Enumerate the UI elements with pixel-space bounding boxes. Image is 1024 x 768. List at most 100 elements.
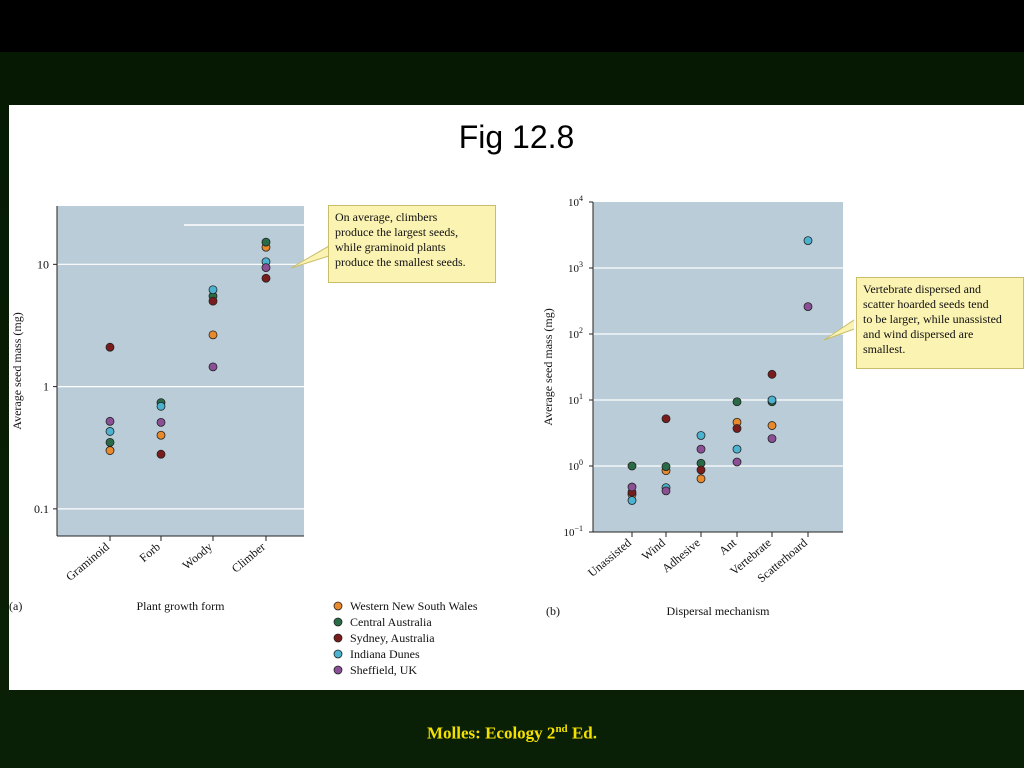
y-tick-label-base: 10 [568, 263, 580, 275]
data-point [767, 395, 777, 405]
x-tick-label: Ant [716, 535, 739, 558]
data-point [261, 263, 271, 273]
callout-line: Vertebrate dispersed and [863, 282, 981, 296]
y-tick-label-exponent: 0 [579, 458, 583, 467]
data-point [627, 482, 637, 492]
y-axis-label: Average seed mass (mg) [10, 312, 24, 429]
callout-line: to be larger, while unassisted [863, 312, 1002, 326]
plot-area [57, 206, 304, 536]
x-tick-label: Adhesive [659, 536, 703, 576]
chart-a-growth-form: 0.1 1 10 Graminoid Forb Woody Climber Average s… [9, 206, 329, 613]
legend-marker [333, 601, 343, 611]
x-tick-label: Unassisted [585, 536, 634, 580]
data-point [767, 421, 777, 430]
data-point [105, 416, 115, 426]
footer-superscript: nd [555, 723, 568, 735]
figure-panel: Fig 12.8 0.1 1 10 Graminoid Forb Woody Climber… [9, 105, 1024, 690]
data-point [208, 285, 218, 295]
panel-label: (a) [9, 599, 22, 613]
data-point [661, 486, 671, 496]
legend-label: Indiana Dunes [350, 647, 420, 661]
y-tick-label: 101 [568, 392, 583, 407]
footer-end: Ed. [567, 723, 597, 743]
y-tick-label: 10−1 [563, 524, 583, 539]
figure-title: Fig 12.8 [458, 119, 575, 155]
data-point [696, 431, 706, 440]
footer-citation: Molles: Ecology 2nd Ed. [0, 723, 1024, 744]
panel-label: (b) [546, 604, 560, 618]
data-point [767, 369, 777, 379]
data-point [696, 444, 706, 454]
data-point [105, 342, 115, 352]
x-tick-label: Forb [137, 540, 163, 565]
callout-b-pointer [823, 319, 854, 341]
callout-b-annotation: Vertebrate dispersed and scatter hoarded … [856, 277, 1024, 369]
data-point [627, 496, 637, 505]
callout-line: produce the largest seeds, [335, 225, 459, 239]
data-point [105, 446, 115, 455]
callout-line: smallest. [863, 342, 906, 356]
x-tick-label: Wind [639, 536, 668, 564]
legend-label: Western New South Wales [350, 599, 478, 613]
data-point [208, 296, 218, 306]
y-axis-label: Average seed mass (mg) [541, 308, 555, 425]
callout-line: while graminoid plants [335, 240, 446, 254]
callout-line: and wind dispersed are [863, 327, 974, 341]
legend-label: Central Australia [350, 615, 432, 629]
data-point [208, 330, 218, 340]
y-tick-label: 0.1 [34, 502, 49, 516]
y-tick-label-exponent: 4 [579, 194, 583, 203]
y-tick-label: 1 [43, 380, 49, 394]
footer-main: Molles: Ecology 2 [427, 723, 556, 743]
data-point [661, 414, 671, 424]
x-tick-label: Graminoid [63, 540, 112, 584]
x-axis-label: Plant growth form [137, 599, 226, 613]
y-tick-label-base: 10 [568, 395, 580, 407]
y-tick-label: 102 [568, 326, 583, 341]
data-point [156, 401, 166, 411]
y-tick-label-exponent: 1 [579, 392, 583, 401]
legend-label: Sheffield, UK [350, 663, 417, 677]
y-tick-label: 104 [568, 194, 583, 209]
data-point [261, 273, 271, 283]
data-point [156, 449, 166, 459]
y-tick-label-base: 10 [568, 461, 580, 473]
plot-area [593, 202, 843, 532]
x-tick-label: Woody [180, 540, 215, 573]
callout-line: On average, climbers [335, 210, 438, 224]
callout-line: produce the smallest seeds. [335, 255, 466, 269]
y-tick-label-exponent: −1 [574, 524, 583, 533]
legend-marker [333, 617, 343, 627]
y-tick-label-base: 10 [568, 197, 580, 209]
y-tick-label: 103 [568, 260, 583, 275]
legend-label: Sydney, Australia [350, 631, 435, 645]
data-point [627, 461, 637, 471]
legend-marker [333, 633, 343, 643]
y-tick-label: 100 [568, 458, 583, 473]
callout-a-pointer [290, 245, 329, 269]
legend: Western New South Wales Central Australia… [333, 599, 478, 677]
data-point [803, 302, 813, 312]
x-tick-label: Climber [229, 540, 268, 576]
data-point [803, 236, 813, 246]
data-point [696, 465, 706, 475]
data-point [156, 417, 166, 427]
data-point [767, 434, 777, 444]
data-point [261, 237, 271, 247]
data-point [661, 462, 671, 471]
legend-marker [333, 665, 343, 675]
data-point [208, 362, 218, 372]
legend-marker [333, 649, 343, 659]
data-point [732, 397, 742, 407]
data-point [105, 427, 115, 436]
y-tick-label-exponent: 3 [579, 260, 583, 269]
data-point [732, 457, 742, 467]
callout-line: scatter hoarded seeds tend [863, 297, 989, 311]
data-point [105, 437, 115, 447]
y-tick-label-base: 10 [568, 329, 580, 341]
y-tick-label-base: 10 [563, 527, 575, 539]
data-point [156, 430, 166, 440]
data-point [732, 424, 742, 433]
